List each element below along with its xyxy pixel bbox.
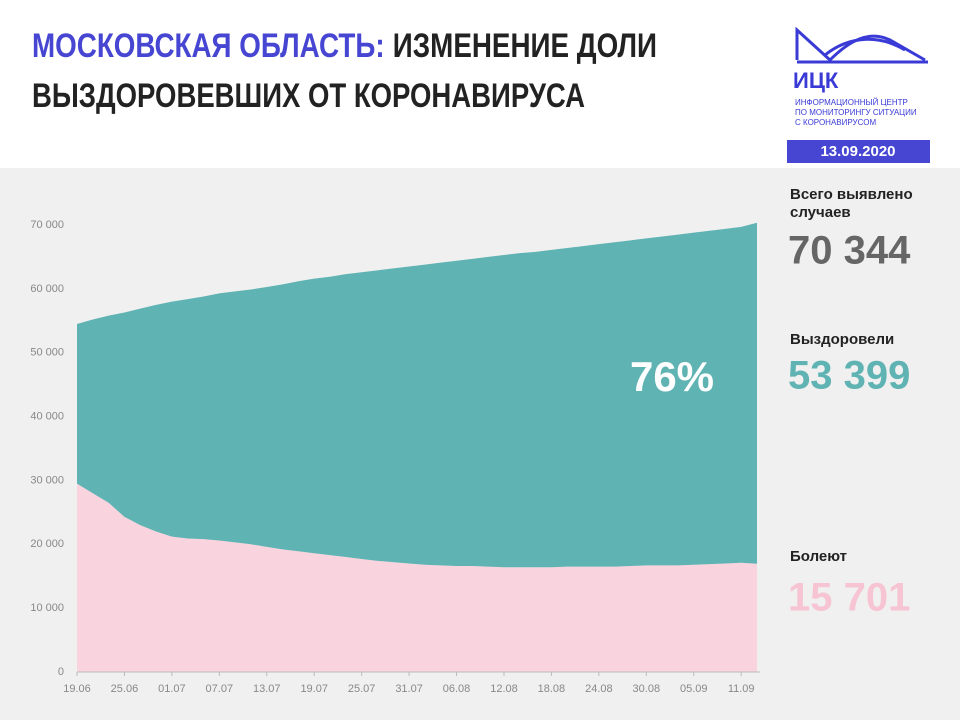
logo-arc: [824, 37, 906, 57]
date: 13.09.2020: [820, 143, 895, 160]
x-tick-label: 25.06: [111, 683, 139, 695]
logo-text: С КОРОНАВИРУСОМ: [795, 118, 876, 127]
recovered-value: 53 399: [788, 354, 910, 398]
area: [77, 222, 757, 568]
y-tick-label: 0: [58, 666, 64, 678]
logo-text: ПО МОНИТОРИНГУ СИТУАЦИИ: [795, 108, 917, 117]
x-tick-label: 12.08: [490, 683, 518, 695]
y-tick-label: 10 000: [30, 602, 64, 614]
y-tick-label: 50 000: [30, 347, 64, 359]
x-tick-label: 07.07: [206, 683, 234, 695]
area: [77, 483, 757, 672]
title-line2: ВЫЗДОРОВЕВШИХ ОТ КОРОНАВИРУСА: [32, 77, 585, 115]
y-tick-label: 30 000: [30, 474, 64, 486]
recovered-label: Выздоровели: [790, 331, 894, 348]
x-tick-label: 13.07: [253, 683, 281, 695]
y-tick-label: 40 000: [30, 410, 64, 422]
title-accent: МОСКОВСКАЯ ОБЛАСТЬ:: [32, 27, 385, 65]
x-tick-label: 25.07: [348, 683, 376, 695]
x-tick-label: 30.08: [633, 683, 661, 695]
x-tick-label: 11.09: [728, 683, 755, 695]
y-tick-label: 20 000: [30, 538, 64, 550]
logo: [795, 26, 928, 64]
x-tick-label: 05.09: [680, 683, 708, 695]
y-tick-label: 70 000: [30, 219, 64, 231]
plot: 0 10 000 20 000 30 000 40 000 50 000 60 000 70 …: [30, 219, 760, 695]
x-tick-label: 19.06: [63, 683, 91, 695]
sick-label: Болеют: [790, 548, 847, 565]
x-tick-label: 01.07: [158, 683, 186, 695]
logo-name: ИЦК: [793, 68, 839, 93]
date-box: [787, 140, 930, 163]
total-label: Всего выявлено: [790, 186, 913, 203]
annotation: 76%: [630, 353, 714, 400]
sick-value: 15 701: [788, 576, 910, 620]
x-tick-label: 06.08: [443, 683, 471, 695]
title-rest: ИЗМЕНЕНИЕ ДОЛИ: [393, 27, 657, 65]
y-tick-label: 60 000: [30, 283, 64, 295]
x-tick-label: 31.07: [395, 683, 423, 695]
x-tick-label: 24.08: [585, 683, 613, 695]
x-tick-label: 18.08: [538, 683, 566, 695]
total-value: 70 344: [788, 229, 911, 273]
total-label: случаев: [790, 204, 851, 221]
logo-text: ИНФОРМАЦИОННЫЙ ЦЕНТР: [795, 98, 908, 107]
x-tick-label: 19.07: [300, 683, 328, 695]
title: МОСКОВСКАЯ ОБЛАСТЬ:ИЗМЕНЕНИЕ ДОЛИ: [32, 27, 657, 65]
